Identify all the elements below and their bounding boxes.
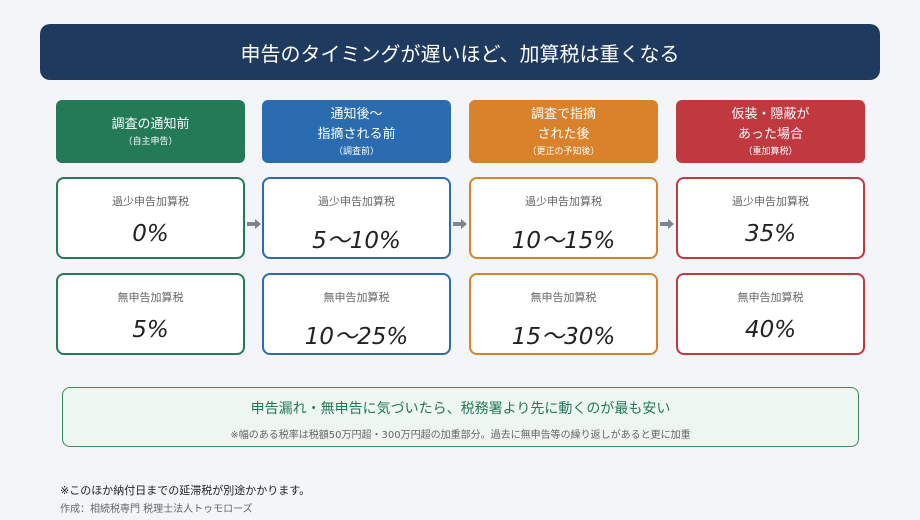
header-title: 調査の通知前 xyxy=(111,116,190,132)
header-title: 通知後～ xyxy=(330,106,383,122)
arrow xyxy=(247,219,261,229)
column-header: 調査で指摘された後 （更正の予知後） xyxy=(469,100,658,163)
rate-label: 過少申告加算税 xyxy=(112,195,189,208)
header-title: 指摘される前 xyxy=(317,126,396,142)
rate-value: 10～25% xyxy=(304,324,409,350)
header-subtitle: （自主申告） xyxy=(123,136,178,147)
column-header: 仮装・隠蔽が あった場合 （重加算税） xyxy=(676,100,865,163)
header-title: 調査で指摘 xyxy=(530,106,596,122)
rate-value: 15～30% xyxy=(511,324,616,350)
header-subtitle: （重加算税） xyxy=(743,146,798,157)
header-title: された後 xyxy=(537,126,590,142)
header-title: あった場合 xyxy=(737,126,803,142)
rate-card: 無申告加算税 10～25% xyxy=(262,273,451,355)
rate-card: 無申告加算税 40% xyxy=(676,273,865,355)
rate-label: 過少申告加算税 xyxy=(318,195,395,208)
rate-label: 無申告加算税 xyxy=(117,291,184,304)
header-title: 仮装・隠蔽が xyxy=(731,106,810,122)
arrow xyxy=(453,219,467,229)
header-subtitle: （更正の予知後） xyxy=(527,146,600,157)
column-header: 調査の通知前 （自主申告） xyxy=(56,100,245,163)
title: 申告のタイミングが遅いほど、加算税は重くなる xyxy=(240,41,680,66)
rate-label: 過少申告加算税 xyxy=(732,195,809,208)
arrow xyxy=(660,219,674,229)
rate-card: 無申告加算税 15～30% xyxy=(469,273,658,355)
note-headline: 申告漏れ・無申告に気づいたら、税務署より先に動くのが最も安い xyxy=(250,401,671,417)
rate-value: 40% xyxy=(744,317,797,343)
rate-card: 過少申告加算税 0% xyxy=(56,177,245,259)
title-bar: 申告のタイミングが遅いほど、加算税は重くなる xyxy=(40,24,880,80)
column-header: 通知後～ 指摘される前 （調査前） xyxy=(262,100,451,163)
rate-value: 5% xyxy=(132,317,169,343)
footer-remark: ※このほか納付日までの延滞税が別途かかります。 xyxy=(60,484,311,497)
rate-label: 無申告加算税 xyxy=(323,291,390,304)
rate-card: 過少申告加算税 5～10% xyxy=(262,177,451,259)
rate-value: 35% xyxy=(744,221,797,247)
header-subtitle: （調査前） xyxy=(333,146,379,157)
rate-card: 過少申告加算税 10～15% xyxy=(469,177,658,259)
rate-label: 過少申告加算税 xyxy=(525,195,602,208)
rate-card: 過少申告加算税 35% xyxy=(676,177,865,259)
rate-value: 10～15% xyxy=(511,228,616,254)
footer-credit: 作成：相続税専門 税理士法人トゥモローズ xyxy=(60,504,253,515)
note-box: 申告漏れ・無申告に気づいたら、税務署より先に動くのが最も安い ※幅のある税率は税… xyxy=(62,387,859,447)
rate-value: 5～10% xyxy=(312,228,401,254)
rate-label: 無申告加算税 xyxy=(737,291,804,304)
rate-card: 無申告加算税 5% xyxy=(56,273,245,355)
rate-value: 0% xyxy=(132,221,169,247)
rate-label: 無申告加算税 xyxy=(530,291,597,304)
note-detail: ※幅のある税率は税額50万円超・300万円超の加重部分。過去に無申告等の繰り返し… xyxy=(230,430,691,441)
